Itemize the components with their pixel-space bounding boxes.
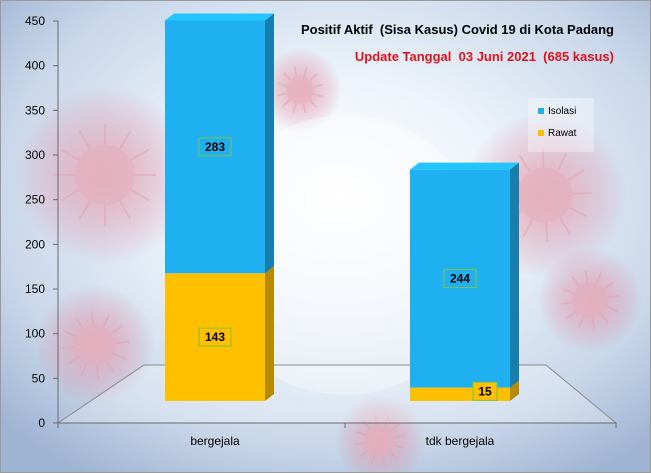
- chart-floor-plane: [56, 364, 618, 424]
- chart-legend: Isolasi Rawat: [528, 98, 594, 152]
- data-label-text: 15: [478, 384, 492, 398]
- bar-side-face: [265, 266, 274, 401]
- data-label-text: 143: [205, 330, 225, 344]
- y-tick-label: 350: [25, 103, 45, 117]
- data-label-box: [198, 137, 232, 157]
- bar-side-face: [265, 13, 274, 274]
- legend-swatch: [538, 130, 544, 136]
- legend-label: Isolasi: [548, 106, 576, 117]
- data-label-text: 244: [450, 272, 470, 286]
- data-label: 244: [443, 269, 477, 289]
- y-tick-label: 250: [25, 193, 45, 207]
- bar-side-face: [510, 162, 519, 388]
- data-label-box: [198, 327, 232, 347]
- bar-side-face: [510, 380, 519, 401]
- data-label-box: [472, 381, 498, 401]
- y-tick-label: 300: [25, 148, 45, 162]
- data-label: 143: [198, 327, 232, 347]
- chart-data-labels: 143 283 15 244: [198, 137, 498, 401]
- virus-decoration: [335, 395, 425, 473]
- virus-decoration: [35, 285, 155, 405]
- chart-axes: 0 50 100 150 200 250 300 350 400 450 bergejala tdk …: [25, 14, 617, 448]
- legend-swatch: [538, 108, 544, 114]
- chart-floor: [56, 364, 618, 424]
- y-tick-label: 50: [32, 371, 46, 385]
- virus-decoration: [15, 85, 195, 265]
- x-tick-label: tdk bergejala: [426, 434, 495, 448]
- legend-label: Rawat: [548, 128, 577, 139]
- data-label-text: 283: [205, 140, 225, 154]
- bar-top-face: [410, 162, 519, 170]
- y-tick-label: 0: [38, 416, 45, 430]
- y-tick-label: 400: [25, 59, 45, 73]
- chart-texts: Positif Aktif (Sisa Kasus) Covid 19 di K…: [301, 22, 614, 64]
- y-tick-label: 450: [25, 14, 45, 28]
- chart-subtitle: Update Tanggal 03 Juni 2021 (685 kasus): [355, 49, 614, 64]
- x-tick-label: bergejala: [190, 434, 240, 448]
- data-label: 15: [472, 381, 498, 401]
- chart-bars: [165, 13, 519, 401]
- virus-decoration: [537, 247, 643, 353]
- chart-title: Positif Aktif (Sisa Kasus) Covid 19 di K…: [301, 22, 614, 37]
- bar-top-face: [165, 13, 274, 21]
- legend-box: [528, 98, 594, 152]
- y-tick-label: 100: [25, 327, 45, 341]
- y-tick-label: 150: [25, 282, 45, 296]
- bar-segment: [410, 162, 519, 388]
- virus-decoration: [258, 48, 342, 132]
- data-label-box: [443, 269, 477, 289]
- data-label: 283: [198, 137, 232, 157]
- y-tick-label: 200: [25, 237, 45, 251]
